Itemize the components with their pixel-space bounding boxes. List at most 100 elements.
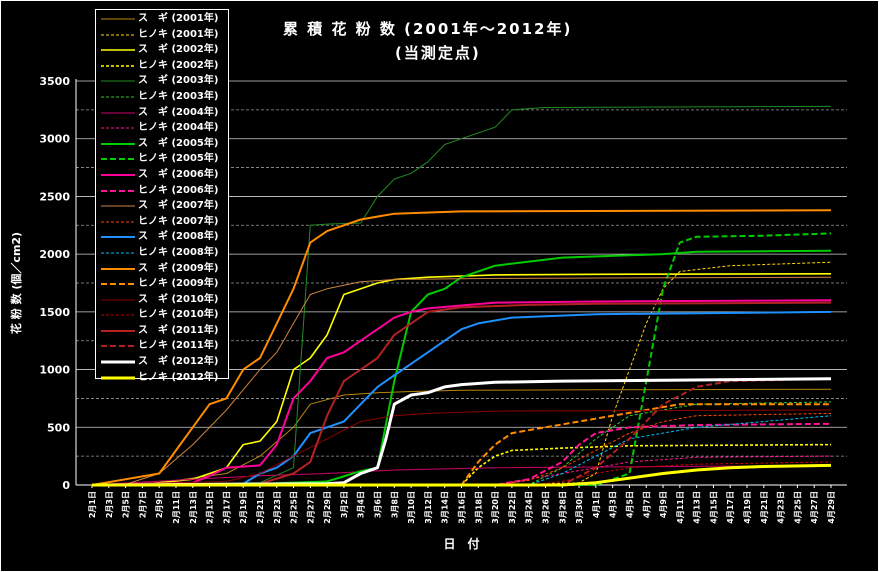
series-line-13: [91, 276, 832, 486]
y-tick-label: 2500: [39, 190, 70, 203]
legend-item: ヒノキ (2003年): [96, 89, 228, 105]
legend-swatch: [101, 112, 135, 114]
legend-label: ヒノキ (2008年): [138, 246, 219, 258]
legend-swatch: [101, 64, 135, 67]
x-tick-label: 2月19日: [239, 491, 248, 524]
x-tick-label: 2月23日: [273, 491, 282, 524]
legend-swatch: [101, 173, 135, 176]
series-line-4: [92, 443, 832, 486]
x-axis-title: 日 付: [443, 536, 479, 551]
x-tick-label: 3月14日: [441, 491, 450, 524]
x-tick-label: 4月27日: [810, 491, 819, 524]
y-axis-title: 花 粉 数 (個／cm2): [9, 232, 23, 334]
x-tick-label: 2月15日: [206, 491, 215, 524]
legend-label: ヒノキ (2004年): [138, 122, 219, 134]
legend-swatch: [101, 96, 135, 98]
legend-label: ス ギ (2010年): [138, 293, 219, 305]
x-tick-label: 3月10日: [407, 491, 416, 524]
x-tick-label: 3月20日: [491, 491, 500, 524]
legend-swatch: [101, 360, 135, 364]
legend-item: ヒノキ (2007年): [96, 214, 228, 230]
x-tick-label: 3月8日: [390, 491, 399, 518]
legend-item: ス ギ (2009年): [96, 261, 228, 277]
x-tick-label: 4月11日: [676, 491, 685, 524]
legend-item: ス ギ (2010年): [96, 292, 228, 308]
legend-item: ス ギ (2005年): [96, 136, 228, 152]
series-line-8: [92, 455, 832, 486]
series-line-21: [91, 301, 832, 486]
x-tick-label: 4月19日: [743, 491, 752, 524]
x-tick-label: 4月17日: [726, 491, 735, 524]
x-tick-label: 3月30日: [575, 491, 584, 524]
legend-item: ス ギ (2008年): [96, 229, 228, 245]
y-tick-label: 0: [62, 479, 70, 492]
legend-label: ヒノキ (2002年): [138, 59, 219, 71]
x-tick-label: 3月28日: [558, 491, 567, 524]
y-tick-label: 1500: [39, 306, 70, 319]
x-tick-label: 2月27日: [306, 491, 315, 524]
x-tick-label: 4月7日: [642, 491, 651, 518]
legend-label: ヒノキ (2006年): [138, 184, 219, 196]
legend-label: ヒノキ (2012年): [138, 371, 219, 383]
legend-item: ス ギ (2004年): [96, 105, 228, 121]
legend-item: ス ギ (2006年): [96, 167, 228, 183]
x-tick-label: 2月7日: [138, 491, 147, 518]
legend-item: ヒノキ (2006年): [96, 183, 228, 199]
legend-swatch: [101, 221, 135, 223]
legend-label: ヒノキ (2003年): [138, 90, 219, 102]
x-tick-label: 4月21日: [760, 491, 769, 524]
legend-label: ス ギ (2012年): [138, 356, 219, 368]
series-line-9: [91, 249, 832, 486]
x-tick-label: 3月12日: [424, 491, 433, 524]
x-tick-label: 2月9日: [155, 491, 164, 518]
series-line-16: [92, 415, 832, 486]
series-line-2: [92, 261, 832, 486]
series-line-15: [91, 310, 832, 486]
legend-label: ヒノキ (2007年): [138, 215, 219, 227]
x-tick-label: 3月6日: [374, 491, 383, 518]
x-tick-label: 4月5日: [625, 491, 634, 518]
legend-swatch: [101, 18, 135, 20]
series-line-22: [92, 377, 832, 486]
series-line-11: [91, 299, 832, 486]
legend-label: ス ギ (2011年): [138, 324, 219, 336]
legend-swatch: [101, 329, 135, 332]
legend-item: ヒノキ (2011年): [96, 338, 228, 354]
x-tick-label: 2月13日: [189, 491, 198, 524]
legend-label: ス ギ (2005年): [138, 137, 219, 149]
legend-item: ヒノキ (2010年): [96, 307, 228, 323]
legend-swatch: [101, 142, 135, 145]
legend-item: ヒノキ (2012年): [96, 370, 228, 386]
legend-item: ス ギ (2002年): [96, 42, 228, 58]
series-line-14: [92, 412, 832, 486]
series-line-12: [92, 422, 832, 486]
legend-swatch: [101, 34, 135, 36]
x-tick-label: 2月11日: [172, 491, 181, 524]
series-line-5: [91, 105, 832, 486]
legend-swatch: [101, 267, 135, 270]
legend-swatch: [101, 158, 135, 161]
series-line-7: [91, 464, 832, 486]
legend-label: ス ギ (2006年): [138, 168, 219, 180]
legend-label: ス ギ (2004年): [138, 106, 219, 118]
x-tick-label: 4月23日: [777, 491, 786, 524]
chart-title: 累 積 花 粉 数 (2001年〜2012年): [283, 20, 573, 38]
x-tick-label: 3月18日: [474, 491, 483, 524]
legend-swatch: [101, 205, 135, 207]
y-tick-label: 500: [47, 421, 70, 434]
x-tick-label: 2月3日: [105, 491, 114, 518]
x-tick-label: 2月29日: [323, 491, 332, 524]
chart-subtitle: (当測定点): [395, 44, 481, 62]
legend-item: ス ギ (2011年): [96, 323, 228, 339]
x-tick-label: 2月5日: [122, 491, 131, 518]
legend-label: ヒノキ (2011年): [138, 340, 219, 352]
legend-item: ヒノキ (2004年): [96, 120, 228, 136]
legend-label: ヒノキ (2005年): [138, 153, 219, 165]
legend-swatch: [101, 376, 135, 380]
series-line-20: [92, 461, 832, 486]
legend-label: ス ギ (2001年): [138, 13, 219, 24]
legend-label: ヒノキ (2009年): [138, 278, 219, 290]
legend-item: ス ギ (2007年): [96, 198, 228, 214]
legend-item: ス ギ (2003年): [96, 73, 228, 89]
series-line-23: [91, 377, 832, 487]
